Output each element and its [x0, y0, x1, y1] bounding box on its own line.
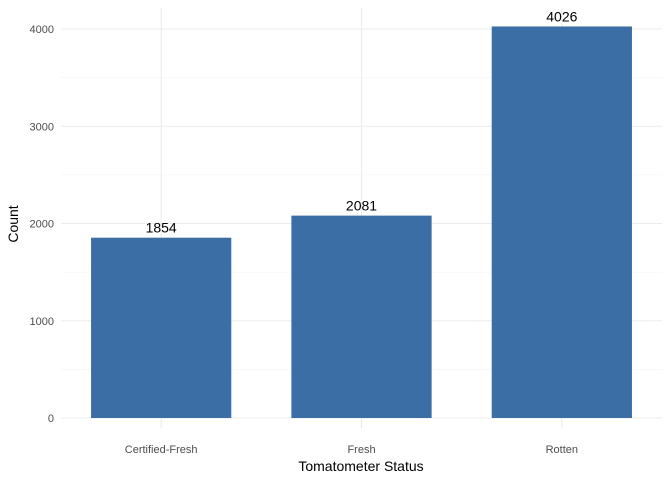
y-axis-ticks: 0 1000 2000 3000 4000 [30, 24, 54, 425]
bar-fresh [291, 215, 432, 418]
x-axis-ticks: Certified-Fresh Fresh Rotten [125, 444, 578, 456]
x-axis-title: Tomatometer Status [298, 458, 423, 474]
y-tick-label: 0 [48, 413, 54, 425]
data-labels: 1854 2081 4026 [146, 8, 578, 235]
data-label: 2081 [346, 198, 377, 214]
y-tick-label: 2000 [30, 219, 54, 231]
y-axis-title: Count [5, 205, 21, 242]
data-label: 4026 [546, 8, 577, 24]
x-tick-label: Certified-Fresh [125, 444, 198, 456]
y-tick-label: 3000 [30, 121, 54, 133]
data-label: 1854 [146, 220, 177, 236]
bar-rotten [491, 26, 632, 419]
y-tick-label: 4000 [30, 24, 54, 36]
y-tick-label: 1000 [30, 316, 54, 328]
x-tick-label: Fresh [347, 444, 375, 456]
x-tick-label: Rotten [546, 444, 578, 456]
bars [91, 26, 632, 419]
bar-certified-fresh [91, 237, 232, 418]
